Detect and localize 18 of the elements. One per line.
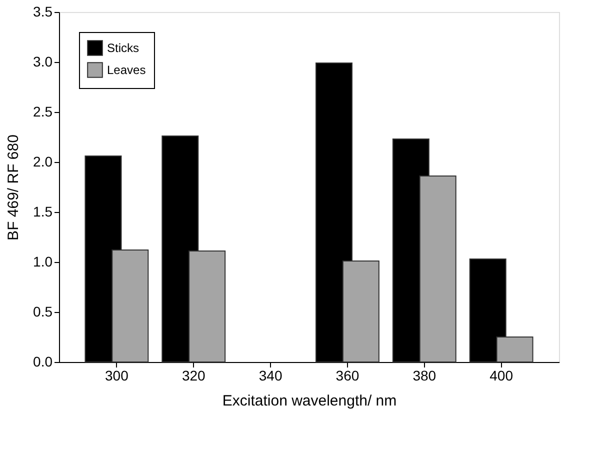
legend-label: Sticks [107,41,140,55]
legend-label: Leaves [107,63,146,77]
y-tick-label: 0.0 [33,354,53,370]
x-tick-label: 340 [258,368,282,384]
y-axis-title: BF 469/ RF 680 [5,134,22,240]
y-tick-label: 2.5 [33,104,53,120]
x-tick-label: 360 [336,368,360,384]
y-tick-label: 2.0 [33,154,53,170]
x-tick-label: 400 [490,368,514,384]
y-tick-label: 0.5 [33,304,53,320]
y-tick-label: 3.5 [33,4,53,20]
x-tick-label: 300 [105,368,129,384]
y-tick-label: 1.0 [33,254,53,270]
x-axis-title: Excitation wavelength/ nm [222,392,397,410]
x-tick-label: 380 [412,368,436,384]
y-tick-label: 3.0 [33,54,53,70]
x-tick-label: 320 [182,368,206,384]
y-tick-label: 1.5 [33,204,53,220]
